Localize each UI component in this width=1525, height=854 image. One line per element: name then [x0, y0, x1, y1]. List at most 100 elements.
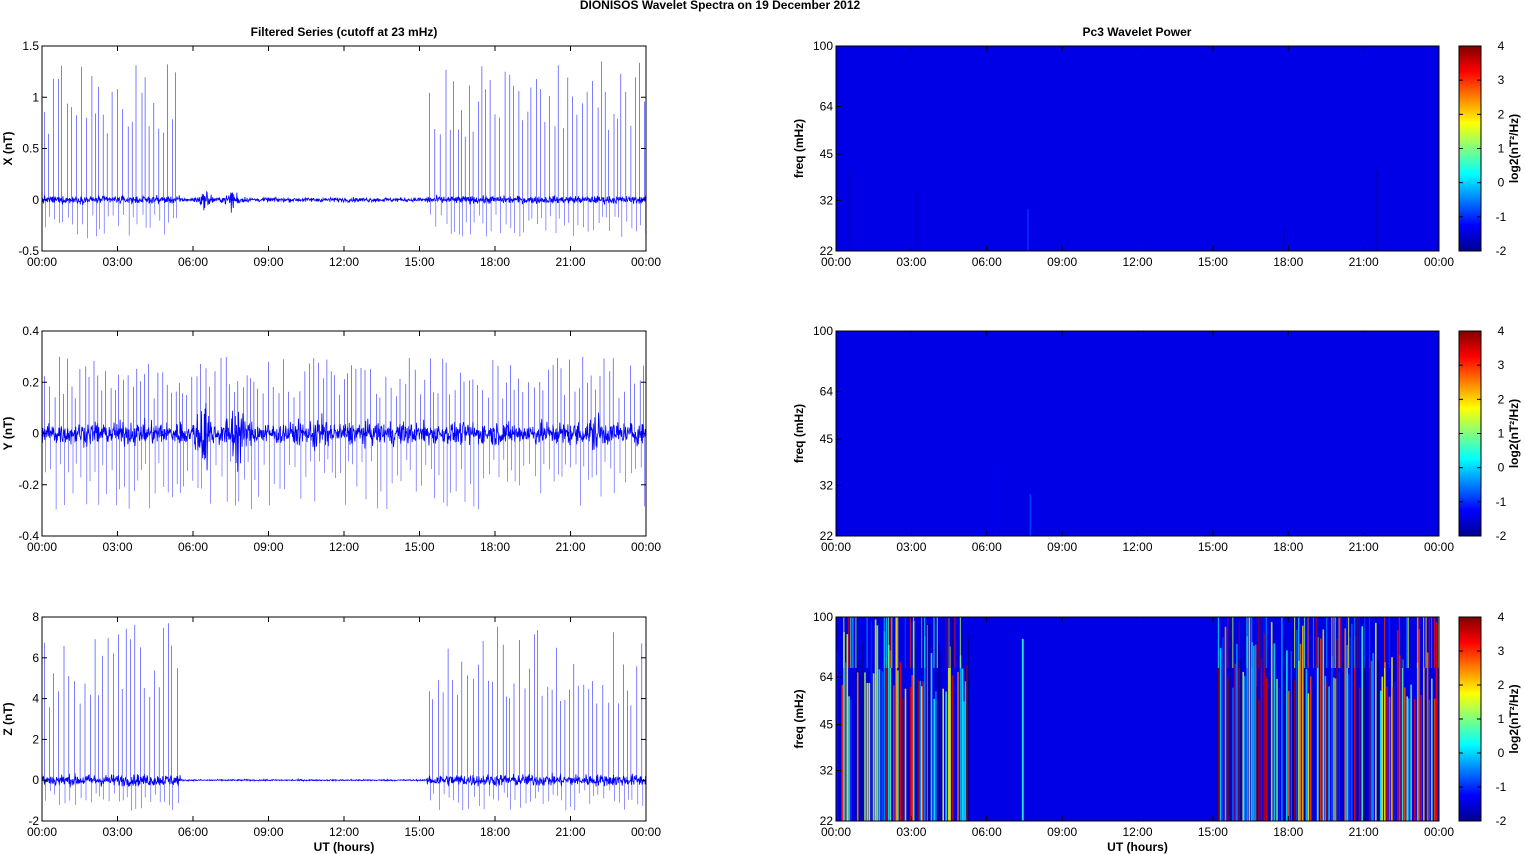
ytick-label: 0.2	[22, 375, 39, 389]
heatmap-streak	[1268, 677, 1271, 821]
heatmap-streak-top	[945, 617, 947, 668]
heatmap-streak-top	[1238, 617, 1240, 668]
heatmap-streak	[1354, 635, 1356, 821]
heatmap-streak-top	[919, 617, 921, 668]
colorbar-tick-label: 2	[1498, 107, 1505, 121]
heatmap-streak-top	[914, 617, 916, 668]
ytick-label: 64	[820, 99, 834, 113]
heatmap-streak	[1258, 699, 1260, 821]
heatmap-xtick-label: 06:00	[972, 540, 1002, 554]
heatmap-streak	[881, 671, 883, 821]
heatmap-streak-top	[904, 617, 906, 668]
heatmap-background	[836, 331, 1439, 536]
heatmap-streak	[942, 688, 944, 821]
heatmap-streak	[1401, 659, 1404, 821]
heatmap-streak	[917, 680, 919, 821]
heatmap-streak	[1435, 622, 1438, 821]
heatmap-streak-top	[947, 617, 950, 668]
series-xtick-label: 03:00	[102, 825, 132, 839]
heatmap-streak	[921, 686, 923, 821]
heatmap-streak	[1336, 638, 1339, 821]
heatmap-streak	[1377, 661, 1379, 821]
y-axis-label: Z (nT)	[1, 702, 15, 735]
heatmap-streak	[1331, 656, 1333, 821]
heatmap-streak-top	[1423, 617, 1425, 668]
heatmap-streak	[868, 683, 871, 821]
y-axis-label: freq (mHz)	[792, 689, 806, 748]
heatmap-streak-top	[897, 617, 899, 668]
heatmap-streak	[1302, 625, 1304, 821]
heatmap-streak	[891, 633, 893, 821]
heatmap-streak	[904, 688, 907, 821]
heatmap-streak	[933, 698, 935, 821]
heatmap-streak	[843, 631, 845, 821]
heatmap-streak	[947, 618, 950, 821]
heatmap-streak-top	[1217, 617, 1219, 668]
heatmap-streak	[928, 624, 930, 821]
heatmap-streak-top	[1294, 617, 1296, 668]
heatmap-streak	[902, 698, 904, 821]
heatmap-streak	[1243, 676, 1246, 821]
heatmap-streak	[848, 696, 850, 821]
heatmap-streak	[1333, 677, 1335, 821]
heatmap-streak	[951, 675, 954, 821]
heatmap-streak	[1270, 622, 1273, 821]
series-xtick-label: 18:00	[480, 825, 510, 839]
ytick-label: -0.4	[18, 529, 39, 543]
left-column-title: Filtered Series (cutoff at 23 mHz)	[251, 25, 438, 39]
heatmap-streak	[861, 642, 864, 821]
heatmap-streak	[1309, 676, 1312, 821]
heatmap-xtick-label: 06:00	[972, 255, 1002, 269]
series-xtick-label: 15:00	[404, 255, 434, 269]
ytick-label: 0.4	[22, 324, 39, 338]
heatmap-streak	[1388, 696, 1391, 821]
heatmap-streak	[883, 631, 886, 821]
y-axis-label: freq (mHz)	[792, 119, 806, 178]
heatmap-streak	[1263, 633, 1265, 821]
colorbar-tick-label: 1	[1498, 142, 1505, 156]
colorbar-tick-label: -2	[1496, 244, 1507, 258]
heatmap-streak	[1322, 629, 1325, 821]
heatmap-streak	[887, 645, 890, 821]
heatmap-streak	[1340, 675, 1342, 821]
heatmap-background	[836, 46, 1439, 251]
ytick-label: 0	[32, 773, 39, 787]
heatmap-streak	[1320, 638, 1322, 821]
heatmap-streak-top	[855, 617, 857, 668]
colorbar-tick-label: -1	[1496, 495, 1507, 509]
heatmap-streak	[1380, 690, 1382, 821]
heatmap-streak-top	[1338, 617, 1340, 668]
heatmap-xtick-label: 12:00	[1122, 255, 1152, 269]
colorbar-tick-label: -1	[1496, 210, 1507, 224]
heatmap-streak	[1029, 494, 1032, 536]
heatmap-streak-top	[1283, 617, 1285, 668]
heatmap-streak	[1358, 687, 1361, 821]
heatmap-streak	[979, 209, 981, 251]
heatmap-streak	[1303, 669, 1306, 821]
heatmap-streak	[957, 671, 959, 821]
series-xtick-label: 03:00	[102, 540, 132, 554]
heatmap-streak-top	[1363, 617, 1366, 668]
heatmap-streak	[870, 620, 873, 821]
heatmap-streak-top	[1354, 617, 1356, 668]
heatmap-streak	[1027, 209, 1029, 251]
heatmap-xtick-label: 09:00	[1047, 255, 1077, 269]
plot-area	[42, 617, 646, 821]
heatmap-xtick-label: 00:00	[1424, 540, 1454, 554]
heatmap-streak	[1324, 676, 1327, 821]
colorbar: -2 -1 0 1 2 3 4 log2(nT²/Hz)	[1458, 324, 1521, 543]
heatmap-streak	[1372, 653, 1374, 821]
heatmap-streak-top	[848, 617, 850, 668]
heatmap-streak	[1361, 626, 1363, 821]
heatmap-streak-top	[866, 617, 868, 668]
heatmap-streak	[926, 625, 929, 821]
heatmap-streak	[1346, 645, 1348, 821]
heatmap-streak-top	[1263, 617, 1265, 668]
ytick-label: -0.2	[18, 478, 39, 492]
heatmap-streak-top	[921, 617, 923, 668]
ytick-label: 45	[820, 147, 834, 161]
heatmap-streak	[966, 665, 968, 821]
heatmap-streak	[866, 683, 869, 821]
